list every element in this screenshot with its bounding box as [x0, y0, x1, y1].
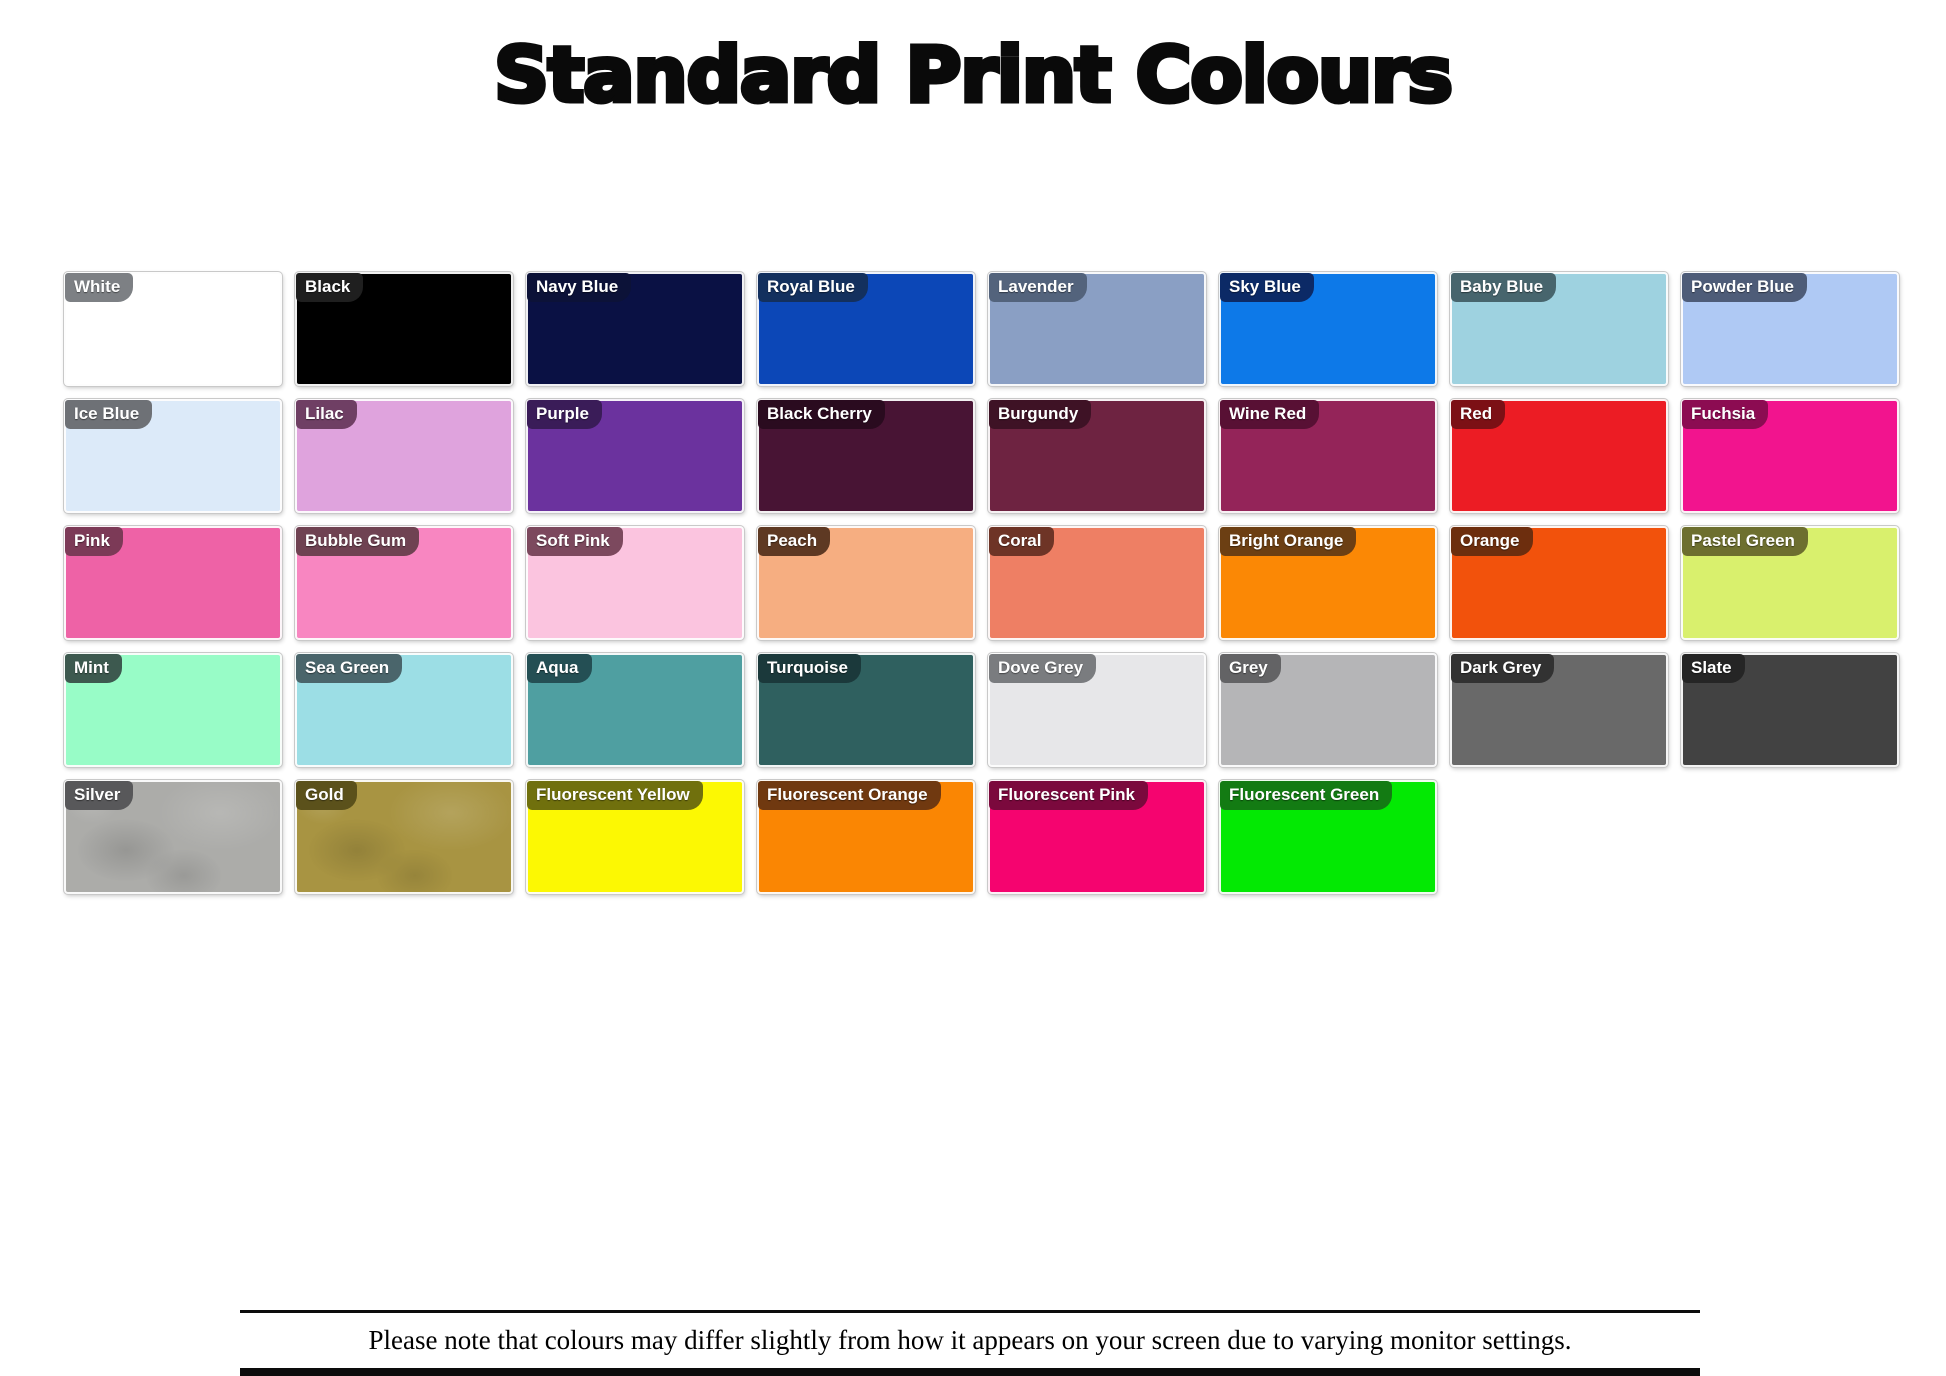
- swatch-label-badge: Peach: [758, 527, 831, 556]
- swatch-coral: Coral: [988, 526, 1206, 640]
- swatch-black: Black: [295, 272, 513, 386]
- swatch-label-badge: Dove Grey: [989, 654, 1097, 683]
- swatch-burgundy: Burgundy: [988, 399, 1206, 513]
- swatch-label-badge: Bubble Gum: [296, 527, 420, 556]
- swatch-label-badge: White: [65, 273, 134, 302]
- swatch-fluorescent-pink: Fluorescent Pink: [988, 780, 1206, 894]
- swatch-label-badge: Silver: [65, 781, 134, 810]
- swatch-label-badge: Sea Green: [296, 654, 403, 683]
- swatch-wine-red: Wine Red: [1219, 399, 1437, 513]
- swatch-label-badge: Fluorescent Yellow: [527, 781, 703, 810]
- page-title: Standard Print Colours: [492, 28, 1456, 122]
- swatch-label-badge: Pastel Green: [1682, 527, 1808, 556]
- footer-note-bar: Please note that colours may differ slig…: [240, 1310, 1700, 1376]
- swatch-label-badge: Purple: [527, 400, 602, 429]
- swatch-label-badge: Burgundy: [989, 400, 1092, 429]
- swatch-pink: Pink: [64, 526, 282, 640]
- swatch-label-badge: Slate: [1682, 654, 1745, 683]
- swatch-orange: Orange: [1450, 526, 1668, 640]
- swatch-label-badge: Black: [296, 273, 364, 302]
- swatch-label-badge: Navy Blue: [527, 273, 632, 302]
- swatch-label-badge: Pink: [65, 527, 123, 556]
- swatch-label-badge: Coral: [989, 527, 1055, 556]
- swatch-gold: Gold: [295, 780, 513, 894]
- swatch-label-badge: Aqua: [527, 654, 592, 683]
- swatch-lavender: Lavender: [988, 272, 1206, 386]
- swatch-label-badge: Fluorescent Orange: [758, 781, 941, 810]
- swatch-pastel-green: Pastel Green: [1681, 526, 1899, 640]
- swatch-label-badge: Fluorescent Green: [1220, 781, 1393, 810]
- swatch-fluorescent-green: Fluorescent Green: [1219, 780, 1437, 894]
- swatch-fuchsia: Fuchsia: [1681, 399, 1899, 513]
- swatch-baby-blue: Baby Blue: [1450, 272, 1668, 386]
- swatch-silver: Silver: [64, 780, 282, 894]
- swatch-royal-blue: Royal Blue: [757, 272, 975, 386]
- swatch-turquoise: Turquoise: [757, 653, 975, 767]
- colour-swatch-grid: White Black Navy Blue Royal Blue Lavende…: [64, 272, 1899, 894]
- swatch-dove-grey: Dove Grey: [988, 653, 1206, 767]
- swatch-label-badge: Gold: [296, 781, 357, 810]
- swatch-bright-orange: Bright Orange: [1219, 526, 1437, 640]
- swatch-white: White: [64, 272, 282, 386]
- swatch-sea-green: Sea Green: [295, 653, 513, 767]
- swatch-label-badge: Fuchsia: [1682, 400, 1769, 429]
- swatch-label-badge: Mint: [65, 654, 122, 683]
- swatch-label-badge: Baby Blue: [1451, 273, 1557, 302]
- swatch-dark-grey: Dark Grey: [1450, 653, 1668, 767]
- swatch-fluorescent-orange: Fluorescent Orange: [757, 780, 975, 894]
- swatch-label-badge: Soft Pink: [527, 527, 623, 556]
- swatch-slate: Slate: [1681, 653, 1899, 767]
- swatch-fluorescent-yellow: Fluorescent Yellow: [526, 780, 744, 894]
- swatch-aqua: Aqua: [526, 653, 744, 767]
- swatch-label-badge: Powder Blue: [1682, 273, 1807, 302]
- swatch-label-badge: Bright Orange: [1220, 527, 1357, 556]
- swatch-label-badge: Fluorescent Pink: [989, 781, 1148, 810]
- swatch-label-badge: Turquoise: [758, 654, 861, 683]
- swatch-label-badge: Lilac: [296, 400, 357, 429]
- swatch-label-badge: Black Cherry: [758, 400, 885, 429]
- swatch-black-cherry: Black Cherry: [757, 399, 975, 513]
- swatch-bubble-gum: Bubble Gum: [295, 526, 513, 640]
- swatch-label-badge: Lavender: [989, 273, 1087, 302]
- swatch-label-badge: Sky Blue: [1220, 273, 1314, 302]
- swatch-label-badge: Dark Grey: [1451, 654, 1555, 683]
- swatch-grey: Grey: [1219, 653, 1437, 767]
- footer-note-text: Please note that colours may differ slig…: [368, 1325, 1572, 1355]
- swatch-powder-blue: Powder Blue: [1681, 272, 1899, 386]
- swatch-label-badge: Wine Red: [1220, 400, 1320, 429]
- swatch-label-badge: Red: [1451, 400, 1506, 429]
- swatch-red: Red: [1450, 399, 1668, 513]
- swatch-ice-blue: Ice Blue: [64, 399, 282, 513]
- swatch-label-badge: Orange: [1451, 527, 1533, 556]
- swatch-label-badge: Royal Blue: [758, 273, 868, 302]
- swatch-sky-blue: Sky Blue: [1219, 272, 1437, 386]
- swatch-lilac: Lilac: [295, 399, 513, 513]
- swatch-navy-blue: Navy Blue: [526, 272, 744, 386]
- swatch-label-badge: Grey: [1220, 654, 1281, 683]
- swatch-mint: Mint: [64, 653, 282, 767]
- swatch-label-badge: Ice Blue: [65, 400, 153, 429]
- swatch-purple: Purple: [526, 399, 744, 513]
- swatch-soft-pink: Soft Pink: [526, 526, 744, 640]
- swatch-peach: Peach: [757, 526, 975, 640]
